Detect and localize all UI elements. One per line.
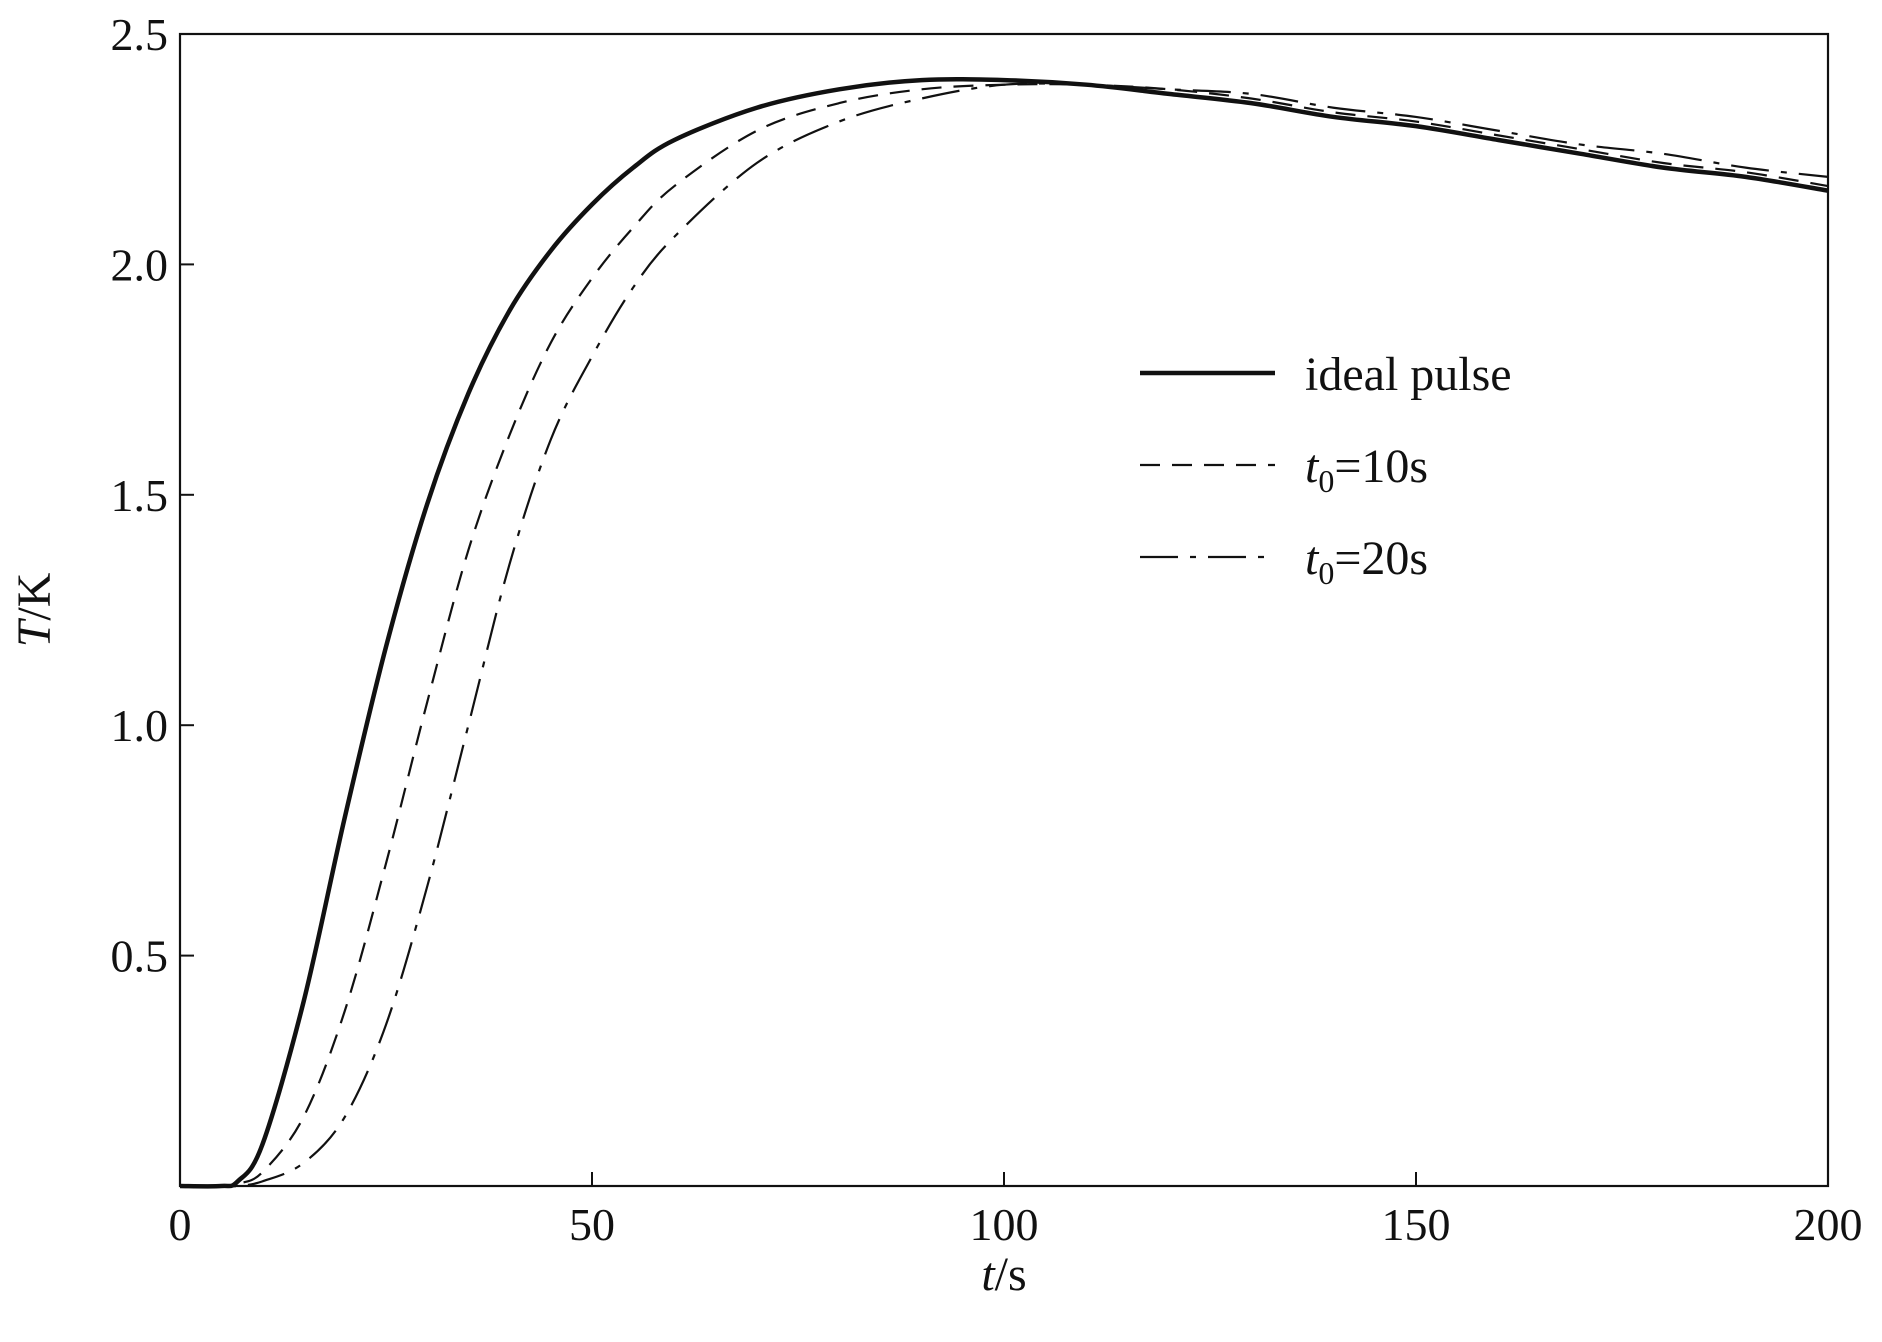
legend-label: t0=20s xyxy=(1305,532,1428,591)
series-line-t0-20s xyxy=(180,82,1829,1188)
x-tick-label: 0 xyxy=(169,1199,192,1250)
legend: ideal pulse t0=10s t0=20s xyxy=(1140,348,1512,591)
series-line-t0-10s xyxy=(179,83,1829,1188)
y-tick-label: 0.5 xyxy=(111,931,169,982)
y-tick-label: 2.0 xyxy=(111,239,169,290)
x-tick-label: 100 xyxy=(970,1199,1039,1250)
legend-label: t0=10s xyxy=(1305,440,1428,499)
y-tick-label: 1.5 xyxy=(111,470,169,521)
y-axis-title: T/K xyxy=(8,572,61,647)
series-layer xyxy=(179,76,1829,1189)
x-tick-label: 50 xyxy=(569,1199,615,1250)
x-tick-label: 200 xyxy=(1794,1199,1863,1250)
legend-label: ideal pulse xyxy=(1305,348,1512,401)
x-tick-label: 150 xyxy=(1382,1199,1451,1250)
plot-frame xyxy=(178,32,1830,1188)
axis-ticks xyxy=(179,33,1829,1186)
y-tick-label: 1.0 xyxy=(111,700,169,751)
axis-tick-labels: 0 50 100 150 200 0.5 1.0 1.5 2.0 2.5 xyxy=(111,9,1863,1250)
series-line-ideal-pulse xyxy=(179,76,1829,1189)
y-tick-label: 2.5 xyxy=(111,9,169,60)
x-axis-title: t/s xyxy=(981,1248,1026,1301)
